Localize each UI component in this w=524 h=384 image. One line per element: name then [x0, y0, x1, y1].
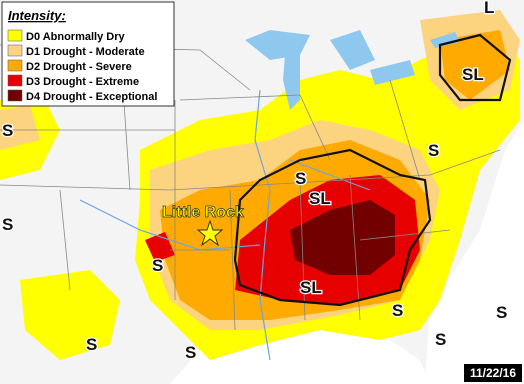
- city-label: Little Rock: [162, 204, 244, 221]
- legend-swatch: [7, 89, 23, 102]
- area-label: S: [392, 301, 403, 320]
- area-label: SL: [309, 189, 331, 208]
- impact-outline: [233, 33, 512, 307]
- legend-swatch: [7, 74, 23, 87]
- lake: [330, 30, 375, 70]
- legend-swatch: [7, 29, 23, 42]
- date-box: [464, 364, 522, 382]
- d4-area: [290, 200, 395, 275]
- area-labels: L SL S S S S SL SL S S S S S S: [1, 0, 509, 363]
- area-label: L: [484, 0, 494, 17]
- area-label: S: [2, 121, 13, 140]
- ocean: [425, 120, 524, 384]
- area-label: SL: [300, 278, 322, 297]
- legend-box: [1, 1, 175, 107]
- legend-label: D2 Drought - Severe: [26, 61, 132, 73]
- legend-swatch: [7, 44, 23, 57]
- legend-label: D4 Drought - Exceptional: [26, 91, 157, 103]
- area-label: S: [496, 303, 507, 322]
- area-label: S: [86, 335, 97, 354]
- legend-label: D1 Drought - Moderate: [26, 46, 145, 58]
- legend-title: Intensity:: [8, 8, 66, 23]
- area-label: S: [435, 330, 446, 349]
- river: [254, 89, 271, 361]
- area-label: S: [295, 169, 306, 188]
- city-marker: [196, 219, 224, 247]
- state-lines: [0, 44, 501, 331]
- lakes: [245, 30, 460, 110]
- d2-area: [440, 30, 510, 100]
- river: [289, 159, 371, 191]
- river: [79, 199, 261, 251]
- area-label: S: [152, 256, 163, 275]
- legend-label: D3 Drought - Extreme: [26, 76, 139, 88]
- drought-areas: [0, 10, 520, 360]
- d1-area: [0, 105, 40, 150]
- date: 11/22/16: [470, 366, 516, 380]
- legend: Intensity: D0 Abnormally Dry D1 Drought -…: [1, 1, 175, 107]
- lake: [430, 32, 460, 48]
- legend-label: D0 Abnormally Dry: [26, 31, 126, 43]
- legend-swatch: [7, 59, 23, 72]
- area-label: S: [185, 343, 196, 362]
- lake: [370, 60, 415, 85]
- area-label: S: [428, 141, 439, 160]
- area-label: S: [2, 215, 13, 234]
- d0-area: [20, 270, 120, 360]
- area-label: SL: [462, 65, 484, 84]
